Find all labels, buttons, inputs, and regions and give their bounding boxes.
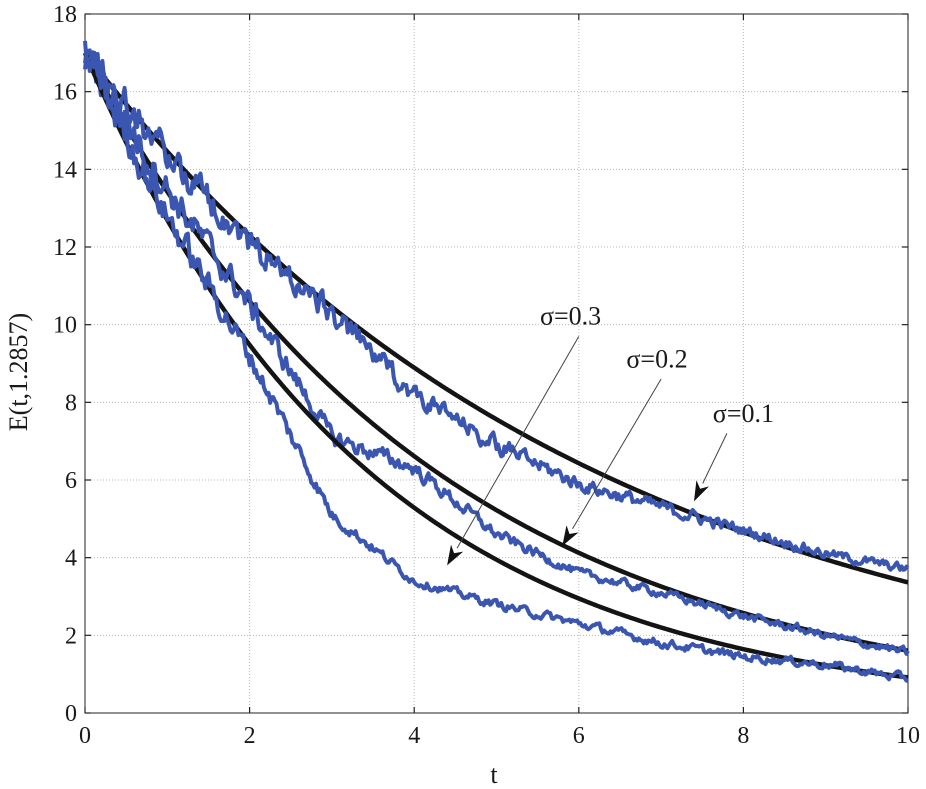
- y-tick-label: 4: [65, 546, 77, 572]
- frame-ticks: [84, 13, 909, 714]
- y-tick-label: 18: [53, 2, 77, 28]
- stochastic-curve-sigma-0.2: [83, 48, 910, 656]
- annotation-arrow-head: [694, 480, 709, 502]
- deterministic-curve-sigma-0.3: [82, 51, 909, 680]
- annotation-arrow-head: [447, 544, 464, 566]
- x-tick-label: 8: [737, 723, 749, 749]
- y-axis-label: E(t,1.2857): [4, 313, 33, 431]
- stochastic-curve-sigma-0.3: [83, 40, 909, 683]
- y-tick-label: 10: [53, 313, 77, 339]
- annotation-arrow-line: [702, 433, 728, 484]
- y-tick-label: 0: [65, 701, 77, 727]
- y-tick-label: 2: [65, 623, 77, 649]
- stochastic-curve-sigma-0.1: [83, 50, 910, 572]
- x-tick-label: 0: [79, 723, 91, 749]
- x-tick-label: 4: [408, 723, 420, 749]
- x-tick-labels: 0 2 4 6 8 10: [79, 723, 920, 749]
- plot-frame: [84, 13, 909, 714]
- annotation-group: σ=0.2: [562, 344, 688, 546]
- annotation-label: σ=0.3: [540, 302, 601, 331]
- deterministic-curve-sigma-0.2: [83, 51, 909, 653]
- x-tick-label: 2: [244, 723, 256, 749]
- deterministic-curve-sigma-0.1: [83, 51, 909, 585]
- annotation-label: σ=0.1: [713, 399, 774, 428]
- x-tick-label: 10: [896, 723, 920, 749]
- annotation-group: σ=0.1: [694, 399, 774, 502]
- annotation-label: σ=0.2: [626, 344, 687, 373]
- grid: [84, 13, 909, 714]
- x-tick-label: 6: [573, 723, 585, 749]
- x-axis-label: t: [490, 760, 498, 789]
- y-tick-label: 14: [53, 157, 77, 183]
- y-tick-label: 16: [53, 80, 77, 106]
- y-tick-label: 6: [65, 468, 77, 494]
- y-tick-label: 12: [53, 235, 77, 261]
- annotation-arrow-head: [562, 525, 579, 546]
- annotations: σ=0.3 σ=0.2 σ=0.1: [447, 302, 774, 566]
- y-tick-labels: 0 2 4 6 8 10 12 14 16 18: [53, 2, 77, 727]
- annotation-arrow-line: [572, 378, 662, 530]
- annotation-arrow-line: [456, 336, 580, 549]
- y-tick-label: 8: [65, 390, 77, 416]
- series-group: [82, 40, 910, 683]
- annotation-group: σ=0.3: [447, 302, 601, 566]
